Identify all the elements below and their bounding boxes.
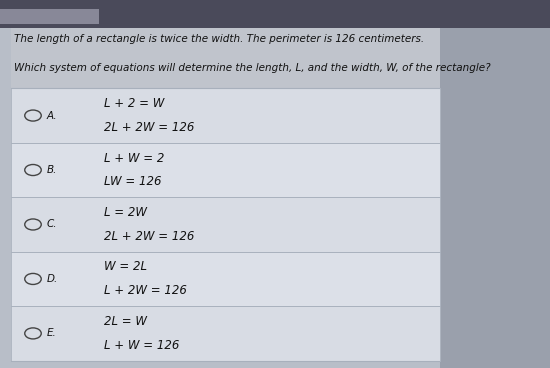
FancyBboxPatch shape: [11, 197, 440, 252]
Text: L + 2W = 126: L + 2W = 126: [104, 284, 188, 297]
Text: 2L + 2W = 126: 2L + 2W = 126: [104, 121, 195, 134]
FancyBboxPatch shape: [11, 252, 440, 306]
Text: The length of a rectangle is twice the width. The perimeter is 126 centimeters.: The length of a rectangle is twice the w…: [14, 33, 424, 44]
FancyBboxPatch shape: [11, 143, 440, 197]
FancyBboxPatch shape: [11, 88, 440, 143]
Text: B.: B.: [47, 165, 57, 175]
FancyBboxPatch shape: [11, 306, 440, 361]
Text: 2L = W: 2L = W: [104, 315, 147, 328]
Text: LW = 126: LW = 126: [104, 176, 162, 188]
Text: C.: C.: [47, 219, 57, 230]
Text: L + W = 126: L + W = 126: [104, 339, 180, 352]
Text: D.: D.: [47, 274, 58, 284]
FancyBboxPatch shape: [11, 28, 440, 88]
Text: L + W = 2: L + W = 2: [104, 152, 165, 164]
Text: L = 2W: L = 2W: [104, 206, 147, 219]
Text: E.: E.: [47, 328, 57, 339]
FancyBboxPatch shape: [0, 9, 99, 24]
Text: L + 2 = W: L + 2 = W: [104, 97, 165, 110]
FancyBboxPatch shape: [0, 0, 550, 28]
Text: W = 2L: W = 2L: [104, 261, 147, 273]
Text: A.: A.: [47, 110, 57, 121]
FancyBboxPatch shape: [440, 11, 550, 368]
Text: Which system of equations will determine the length, L, and the width, W, of the: Which system of equations will determine…: [14, 63, 491, 73]
Text: 2L + 2W = 126: 2L + 2W = 126: [104, 230, 195, 243]
